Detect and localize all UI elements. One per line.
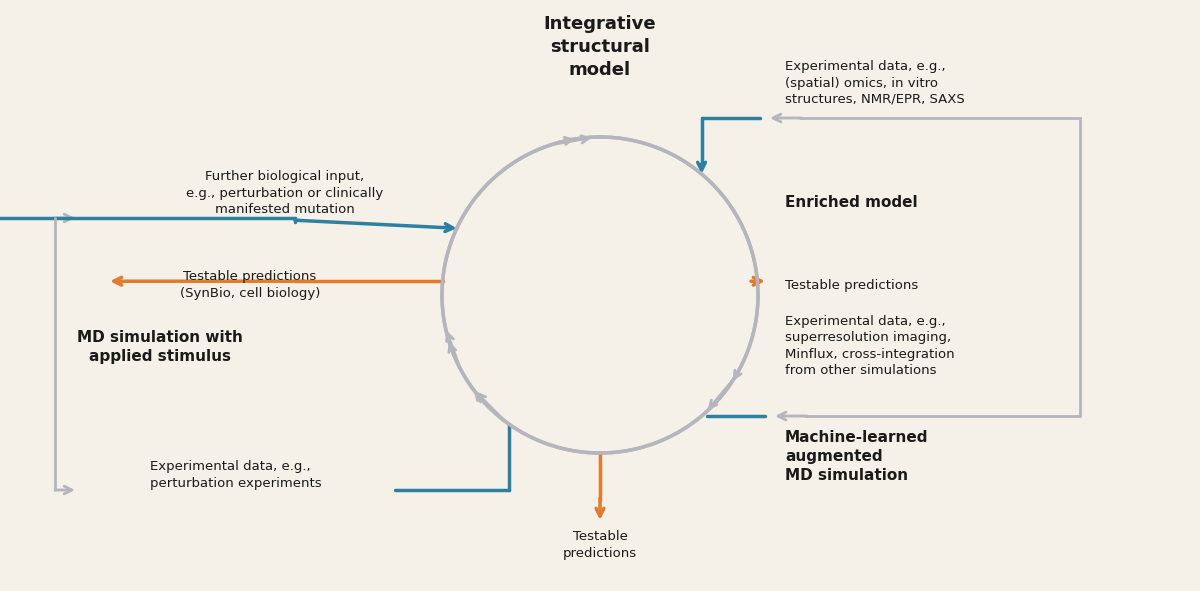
Text: Experimental data, e.g.,
superresolution imaging,
Minflux, cross-integration
fro: Experimental data, e.g., superresolution… bbox=[785, 315, 955, 378]
Text: Testable predictions: Testable predictions bbox=[785, 278, 918, 291]
Text: Integrative
structural
model: Integrative structural model bbox=[544, 15, 656, 79]
Text: Testable predictions
(SynBio, cell biology): Testable predictions (SynBio, cell biolo… bbox=[180, 270, 320, 300]
Text: Enriched model: Enriched model bbox=[785, 195, 918, 210]
Text: Testable
predictions: Testable predictions bbox=[563, 530, 637, 560]
Text: Machine-learned
augmented
MD simulation: Machine-learned augmented MD simulation bbox=[785, 430, 929, 483]
Text: MD simulation with
applied stimulus: MD simulation with applied stimulus bbox=[77, 330, 242, 364]
Text: Further biological input,
e.g., perturbation or clinically
manifested mutation: Further biological input, e.g., perturba… bbox=[186, 170, 384, 216]
Text: Experimental data, e.g.,
(spatial) omics, in vitro
structures, NMR/EPR, SAXS: Experimental data, e.g., (spatial) omics… bbox=[785, 60, 965, 106]
Text: Experimental data, e.g.,
perturbation experiments: Experimental data, e.g., perturbation ex… bbox=[150, 460, 322, 489]
